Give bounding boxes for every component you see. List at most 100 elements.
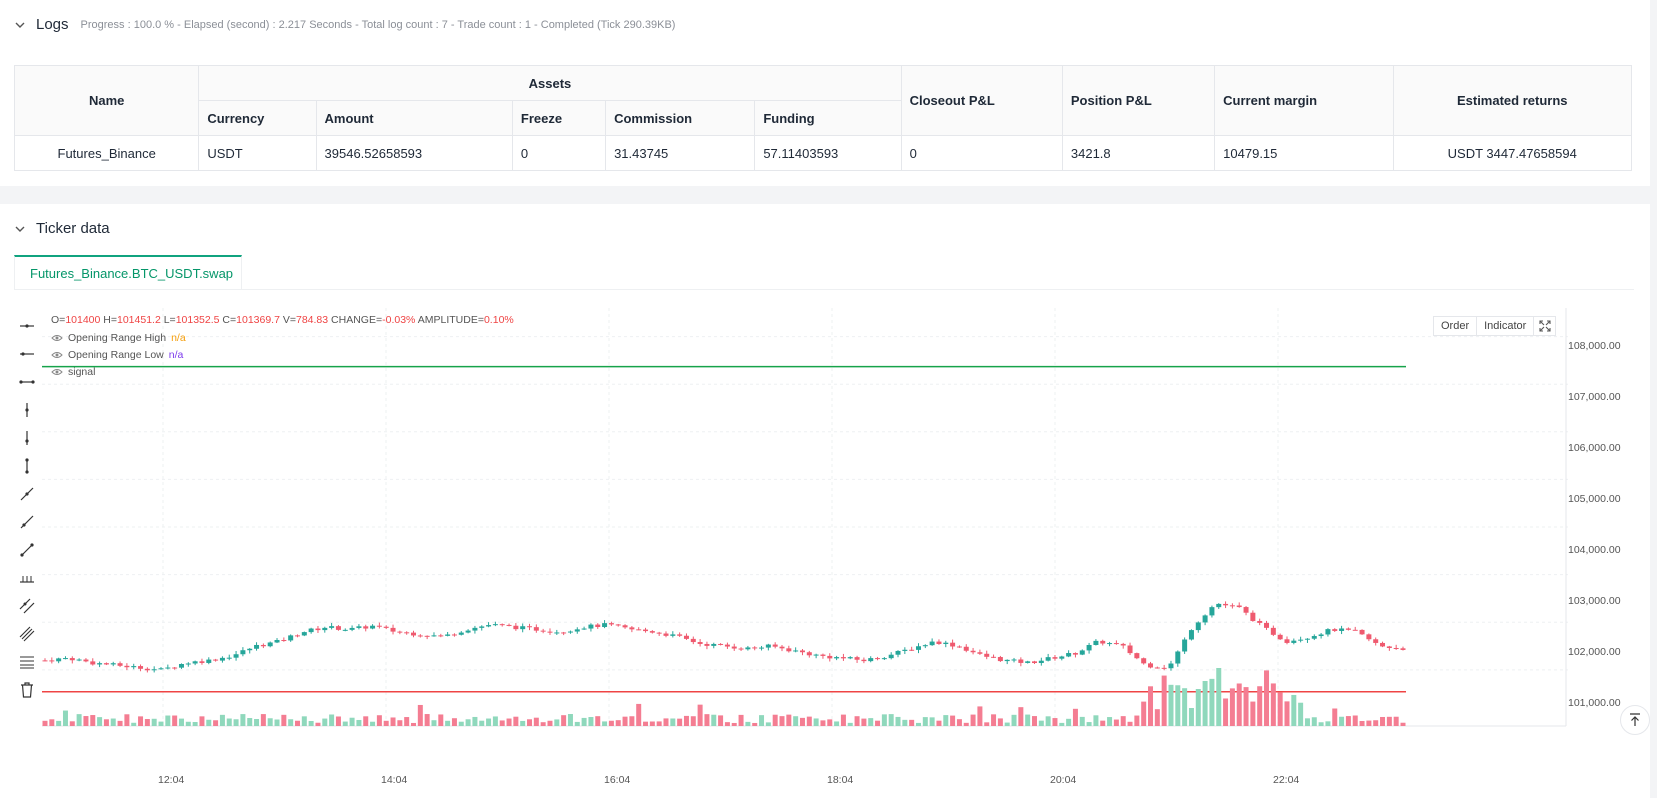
- volume-bar: [465, 719, 471, 726]
- trend-ray-icon[interactable]: [16, 480, 38, 508]
- ticker-header[interactable]: Ticker data: [14, 220, 110, 237]
- header-name: Name: [13, 65, 200, 136]
- volume-bar: [956, 719, 962, 726]
- volume-bar: [363, 716, 369, 726]
- indicator-value: n/a: [168, 349, 184, 361]
- vertical-segment-icon[interactable]: [16, 452, 38, 480]
- price-chart[interactable]: [42, 308, 1568, 768]
- volume-bar: [567, 714, 573, 726]
- candle-body: [144, 668, 150, 671]
- volume-bar: [1373, 720, 1379, 726]
- volume-bar: [1284, 701, 1290, 726]
- amplitude-label: AMPLITUDE=: [417, 314, 484, 326]
- candle-body: [315, 628, 321, 631]
- candle-body: [868, 658, 874, 662]
- candle-body: [356, 626, 362, 628]
- candle-body: [649, 631, 655, 633]
- candle-body: [956, 646, 962, 648]
- volume-bar: [1127, 721, 1133, 726]
- ohlc-legend: O=101400 H=101451.2 L=101352.5 C=101369.…: [51, 314, 514, 326]
- volume-bar: [888, 714, 894, 726]
- parallel-channel-icon[interactable]: [16, 592, 38, 620]
- volume-bar: [267, 718, 273, 726]
- volume-bar: [1277, 692, 1283, 726]
- segment-icon[interactable]: [16, 536, 38, 564]
- candle-body: [1373, 639, 1379, 643]
- volume-bar: [745, 721, 751, 726]
- vertical-line-icon[interactable]: [16, 424, 38, 452]
- horizontal-line-icon[interactable]: [16, 340, 38, 368]
- volume-bar: [540, 722, 546, 726]
- candle-body: [991, 656, 997, 658]
- candle-body: [936, 641, 942, 644]
- eye-icon[interactable]: [51, 351, 63, 359]
- tab-btc-usdt-swap[interactable]: Futures_Binance.BTC_USDT.swap: [14, 255, 242, 290]
- trash-icon[interactable]: [16, 676, 38, 704]
- candle-body: [1332, 629, 1338, 631]
- eye-icon[interactable]: [51, 334, 63, 342]
- indicator-button[interactable]: Indicator: [1477, 316, 1535, 336]
- candle-body: [424, 635, 430, 637]
- price-tick: 108,000.00: [1568, 340, 1621, 352]
- volume-bar: [588, 717, 594, 726]
- trend-line-icon[interactable]: [16, 508, 38, 536]
- scroll-to-top-button[interactable]: [1620, 705, 1650, 735]
- price-tick: 107,000.00: [1568, 391, 1621, 403]
- volume-bar: [629, 716, 635, 726]
- volume-bar: [233, 719, 239, 726]
- volume-bar: [199, 716, 205, 726]
- header-closeout: Closeout P&L: [900, 65, 1063, 136]
- indicator-opening-range-high[interactable]: Opening Range High n/a: [51, 332, 186, 344]
- volume-bar: [342, 721, 348, 726]
- volume-bar: [1120, 716, 1126, 726]
- fib-channel-icon[interactable]: [16, 620, 38, 648]
- indicator-signal[interactable]: signal: [51, 366, 95, 378]
- volume-bar: [178, 718, 184, 726]
- fib-levels-icon[interactable]: [16, 648, 38, 676]
- candle-body: [431, 635, 437, 637]
- candle-body: [881, 658, 887, 660]
- candle-body: [704, 643, 710, 646]
- fullscreen-icon[interactable]: [1534, 316, 1557, 336]
- candle-body: [1168, 663, 1174, 669]
- order-button[interactable]: Order: [1433, 316, 1478, 336]
- candle-body: [997, 657, 1003, 662]
- low-label: L=: [163, 314, 176, 326]
- candle-body: [404, 632, 410, 634]
- candle-body: [1216, 603, 1222, 608]
- volume-bar: [131, 722, 137, 726]
- indicator-opening-range-low[interactable]: Opening Range Low n/a: [51, 349, 183, 361]
- price-range-icon[interactable]: [16, 564, 38, 592]
- volume-bar: [1270, 683, 1276, 726]
- candle-body: [663, 633, 669, 636]
- candle-body: [1093, 640, 1099, 645]
- volume-bar: [329, 714, 335, 726]
- logs-header[interactable]: Logs Progress : 100.0 % - Elapsed (secon…: [14, 16, 675, 33]
- candle-body: [888, 654, 894, 659]
- horizontal-segment-icon[interactable]: [16, 368, 38, 396]
- volume-bar: [622, 716, 628, 726]
- chevron-down-icon[interactable]: [14, 223, 26, 235]
- candle-body: [1250, 612, 1256, 621]
- horizontal-ray-icon[interactable]: [16, 312, 38, 340]
- volume-bar: [90, 715, 96, 726]
- volume-bar: [909, 719, 915, 726]
- indicator-name: signal: [68, 366, 96, 378]
- logs-panel: Logs Progress : 100.0 % - Elapsed (secon…: [0, 0, 1650, 186]
- chevron-down-icon[interactable]: [14, 19, 26, 31]
- candle-body: [547, 631, 553, 633]
- volume-bar: [527, 719, 533, 726]
- logs-meta: Progress : 100.0 % - Elapsed (second) : …: [80, 18, 676, 31]
- volume-bar: [315, 722, 321, 726]
- candle-body: [458, 632, 464, 635]
- volume-bar: [813, 718, 819, 726]
- volume-bar: [103, 719, 109, 726]
- eye-icon[interactable]: [51, 368, 63, 376]
- candle-body: [1339, 628, 1345, 631]
- volume-bar: [902, 719, 908, 726]
- candle-body: [1059, 656, 1065, 659]
- candle-body: [922, 645, 928, 647]
- volume-bar: [110, 718, 116, 726]
- vertical-ray-icon[interactable]: [16, 396, 38, 424]
- cell-position: 3421.8: [1061, 135, 1216, 171]
